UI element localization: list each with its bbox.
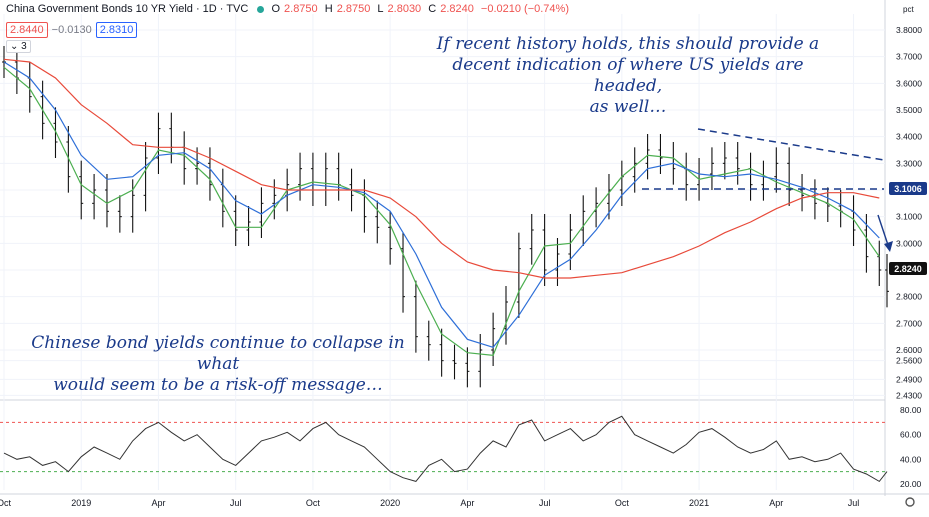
ohlc-close-value: 2.8240 — [440, 3, 474, 15]
market-status-dot — [257, 5, 265, 13]
y-tick-label: 3.1000 — [896, 212, 922, 222]
x-tick-label: 2019 — [71, 498, 91, 508]
ohlc-open-value: 2.8750 — [284, 3, 318, 15]
ohlc-high-key: H — [324, 3, 333, 15]
sma-mid-line — [3, 61, 880, 348]
y-tick-label: 3.5000 — [896, 105, 922, 115]
ohlc-low-value: 2.8030 — [387, 3, 422, 15]
downtrend-line — [697, 128, 885, 161]
x-tick-label: Jul — [539, 498, 551, 508]
y-tick-label: 3.6000 — [896, 78, 922, 88]
bid-price-box[interactable]: 2.8440 — [6, 22, 48, 38]
y-tick-label: 2.6000 — [896, 345, 922, 355]
annotation-top: If recent history holds, this should pro… — [418, 34, 838, 118]
annotation-top-line-2: decent indication of where US yields are… — [452, 55, 804, 96]
x-tick-label: Apr — [151, 498, 165, 508]
x-tick-label: Apr — [769, 498, 783, 508]
y-tick-label: 3.8000 — [896, 25, 922, 35]
spread-value: −0.0130 — [51, 24, 92, 36]
arrow-head — [884, 241, 893, 252]
sma-slow-line — [3, 58, 880, 279]
quote-row: 2.8440 −0.0130 2.8310 — [6, 22, 141, 38]
x-tick-label: Oct — [615, 498, 630, 508]
ohlc-low-key: L — [377, 3, 384, 15]
rsi-line — [3, 415, 888, 483]
y-tick-label: 2.8000 — [896, 292, 922, 302]
x-tick-label: Apr — [460, 498, 474, 508]
rsi-y-tick-label: 20.00 — [900, 479, 922, 489]
y-tick-label: 3.4000 — [896, 132, 922, 142]
y-tick-label: 3.7000 — [896, 52, 922, 62]
symbol-title[interactable]: China Government Bonds 10 YR Yield · 1D … — [6, 3, 249, 15]
x-tick-label: Jul — [230, 498, 242, 508]
x-tick-label: 2020 — [380, 498, 400, 508]
x-tick-label: 2021 — [689, 498, 709, 508]
chevron-down-icon: ⌄ — [10, 41, 19, 52]
chart-header: China Government Bonds 10 YR Yield · 1D … — [6, 3, 573, 15]
axis-unit-label: pct — [903, 5, 914, 14]
level-price-label-bg — [889, 182, 927, 195]
arrow-shaft — [877, 214, 890, 249]
annotation-bottom-line-1: Chinese bond yields continue to collapse… — [31, 333, 405, 374]
y-tick-label: 2.5600 — [896, 356, 922, 366]
last-price-label-bg — [889, 262, 927, 275]
annotation-bottom: Chinese bond yields continue to collapse… — [8, 333, 428, 396]
y-tick-label: 3.3000 — [896, 158, 922, 168]
sma-fast-line — [3, 66, 880, 356]
price-change: −0.0210 (−0.74%) — [480, 3, 569, 15]
rsi-y-tick-label: 60.00 — [900, 430, 922, 440]
y-tick-label: 2.7000 — [896, 318, 922, 328]
settings-gear-icon[interactable] — [905, 497, 915, 507]
annotation-top-line-1: If recent history holds, this should pro… — [436, 34, 820, 54]
y-tick-label: 3.0000 — [896, 238, 922, 248]
rsi-y-tick-label: 80.00 — [900, 405, 922, 415]
x-tick-label: Oct — [306, 498, 321, 508]
annotation-top-line-3: as well… — [589, 97, 667, 117]
collapse-count: 3 — [21, 41, 27, 52]
x-tick-label: Oct — [0, 498, 11, 508]
y-tick-label: 2.4900 — [896, 374, 922, 384]
ohlc-close-key: C — [428, 3, 437, 15]
y-tick-label: 2.4300 — [896, 390, 922, 400]
ohlc-open-key: O — [271, 3, 281, 15]
x-tick-label: Jul — [848, 498, 860, 508]
ohlc-high-value: 2.8750 — [336, 3, 371, 15]
annotation-bottom-line-2: would seem to be a risk-off message… — [53, 375, 383, 395]
collapse-indicators-button[interactable]: ⌄ 3 — [6, 40, 31, 53]
level-price-label: 3.1006 — [894, 184, 922, 194]
last-price-label: 2.8240 — [894, 264, 922, 274]
ask-price-box[interactable]: 2.8310 — [95, 22, 138, 38]
rsi-y-tick-label: 40.00 — [900, 454, 922, 464]
